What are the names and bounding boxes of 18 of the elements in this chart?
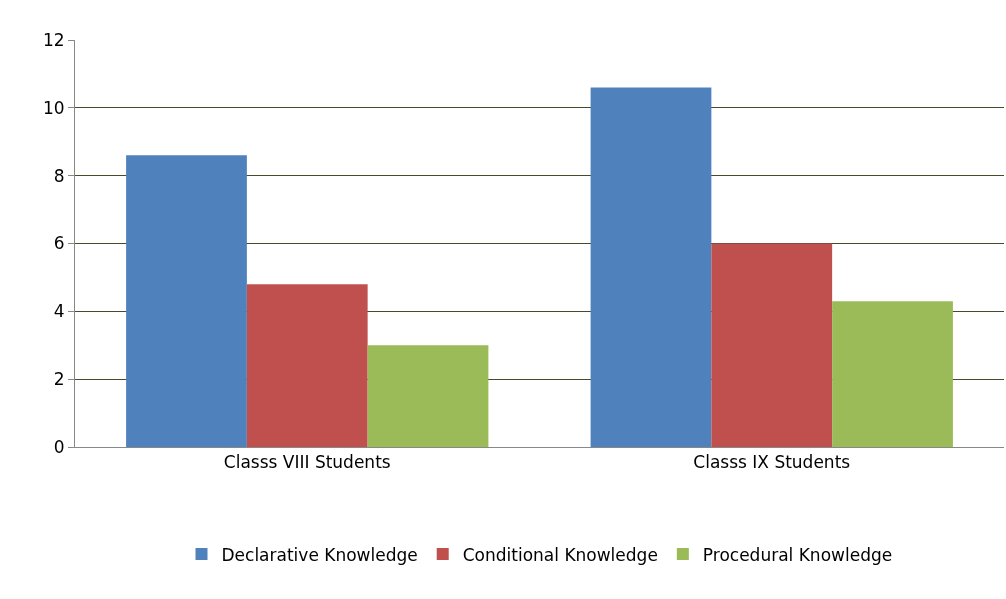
- bar: [590, 87, 712, 447]
- x-tick-label: Classs VIII Students: [223, 452, 391, 473]
- y-tick-label: 6: [53, 233, 65, 254]
- legend-label: Declarative Knowledge: [221, 544, 418, 565]
- bar: [246, 284, 368, 447]
- legend-label: Conditional Knowledge: [462, 544, 658, 565]
- y-tick-label: 0: [53, 436, 65, 457]
- bar: [367, 345, 489, 447]
- y-tick-label: 12: [42, 29, 65, 50]
- y-tick-label: 4: [53, 301, 65, 322]
- y-tick-label: 8: [53, 165, 65, 186]
- bar: [711, 243, 833, 447]
- bar: [126, 155, 247, 447]
- x-tick-label: Classs IX Students: [693, 452, 851, 473]
- y-tick-label: 2: [53, 369, 65, 390]
- y-tick-label: 10: [42, 97, 65, 118]
- bar: [832, 301, 953, 447]
- legend-label: Procedural Knowledge: [702, 544, 893, 565]
